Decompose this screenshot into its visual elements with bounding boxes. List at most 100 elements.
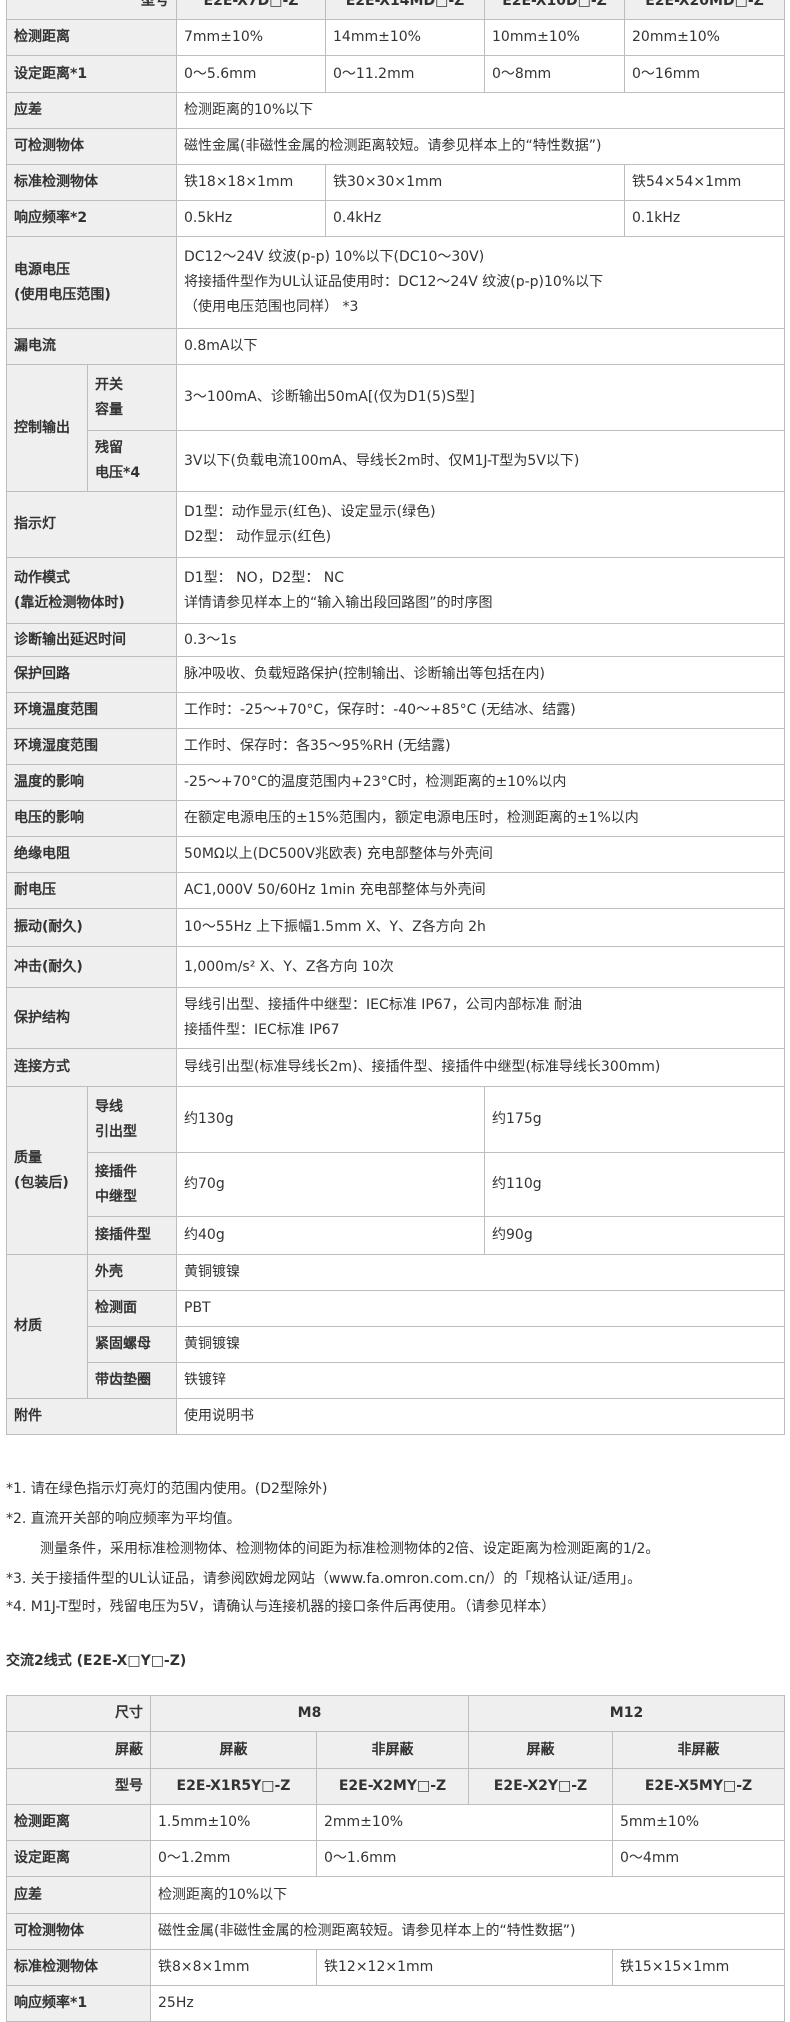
cell: 磁性金属(非磁性金属的检测距离较短。请参见样本上的“特性数据”) <box>149 1913 786 1950</box>
footnote: *4. M1J-T型时，残留电压为5V，请确认与连接机器的接口条件后再使用。（请… <box>6 1599 556 1615</box>
cell: 10～55Hz 上下振幅1.5mm X、Y、Z各方向 2h <box>176 908 785 947</box>
cell: 0～16mm <box>624 55 785 93</box>
cell: 5mm±10% <box>611 1804 786 1841</box>
cell: 约130g <box>176 1086 485 1153</box>
cell: 约40g <box>176 1216 485 1255</box>
cell: 黄铜镀镍 <box>176 1326 785 1363</box>
row-label: 应差 <box>6 1876 151 1914</box>
cell: 铁18×18×1mm <box>176 164 326 201</box>
header-cell: 屏蔽 <box>150 1731 317 1769</box>
cell: 0.1kHz <box>624 200 785 237</box>
section-title: 交流2线式 (E2E-X□Y□-Z) <box>6 1653 187 1669</box>
header-cell: 屏蔽 <box>468 1731 613 1769</box>
footnote: 测量条件，采用标准检测物体、检测物体的间距为标准检测物体的2倍、设定距离为检测距… <box>40 1541 660 1557</box>
header-cell: 非屏蔽 <box>316 1731 469 1769</box>
row-label: 保护回路 <box>6 656 177 693</box>
header-cell: E2E-X20MD□-Z <box>624 0 785 20</box>
cell: 约70g <box>176 1152 485 1217</box>
row-label: 漏电流 <box>6 328 177 365</box>
row-label: 控制输出 <box>6 364 88 492</box>
cell: 0.8mA以下 <box>176 328 785 365</box>
row-label: 附件 <box>6 1398 177 1435</box>
cell: 导线引出型、接插件中继型：IEC标准 IP67，公司内部标准 耐油 接插件型：I… <box>176 987 785 1049</box>
row-label: 外壳 <box>87 1254 177 1291</box>
cell: 铁15×15×1mm <box>611 1949 786 1986</box>
footnote: *2. 直流开关部的响应频率为平均值。 <box>6 1511 241 1527</box>
row-label: 紧固螺母 <box>87 1326 177 1363</box>
row-label: 应差 <box>6 92 177 129</box>
header-cell: 型号 <box>6 0 177 20</box>
cell: PBT <box>176 1290 785 1327</box>
row-label: 开关 容量 <box>87 364 177 431</box>
cell: 磁性金属(非磁性金属的检测距离较短。请参见样本上的“特性数据”) <box>176 128 785 165</box>
header-cell: 非屏蔽 <box>611 1731 786 1769</box>
row-label: 设定距离 <box>6 1840 151 1877</box>
row-label: 连接方式 <box>6 1048 177 1087</box>
cell: 0.3～1s <box>176 623 785 657</box>
cell: 20mm±10% <box>624 19 785 56</box>
row-label: 冲击(耐久) <box>6 946 177 988</box>
cell: 约90g <box>484 1216 785 1255</box>
row-label: 检测距离 <box>6 1804 151 1841</box>
row-label: 残留 电压*4 <box>87 430 177 492</box>
cell: 约110g <box>484 1152 785 1217</box>
row-label: 设定距离*1 <box>6 55 177 93</box>
cell: D1型：动作显示(红色)、设定显示(绿色) D2型： 动作显示(红色) <box>176 491 785 558</box>
row-label: 标准检测物体 <box>6 1949 151 1986</box>
cell: 3V以下(负载电流100mA、导线长2m时、仅M1J-T型为5V以下) <box>176 430 785 492</box>
cell: 2mm±10% <box>316 1804 613 1841</box>
spec-table-ac: 尺寸 M8 M12 屏蔽 屏蔽 非屏蔽 屏蔽 非屏蔽 型号 E2E-X1R5Y□-Z E2E-X… <box>6 1695 786 2022</box>
cell: 铁12×12×1mm <box>316 1949 613 1986</box>
cell: 使用说明书 <box>176 1398 785 1435</box>
row-label: 电压的影响 <box>6 800 177 837</box>
cell: 0～5.6mm <box>176 55 326 93</box>
cell: 25Hz <box>149 1985 786 2022</box>
cell: 0～8mm <box>484 55 625 93</box>
spec-table-dc: 型号 E2E-X7D□-Z E2E-X14MD□-Z E2E-X10D□-Z E2E-X… <box>6 0 785 1435</box>
cell: 0～4mm <box>611 1840 786 1877</box>
header-cell: E2E-X2MY□-Z <box>316 1768 469 1805</box>
cell: 工作时、保存时：各35～95%RH (无结露) <box>176 728 785 765</box>
cell: 工作时：-25～+70°C，保存时：-40～+85°C (无结冰、结露) <box>176 692 785 729</box>
cell: 铁30×30×1mm <box>325 164 625 201</box>
row-label: 指示灯 <box>6 491 177 558</box>
header-cell: 尺寸 <box>6 1695 151 1732</box>
row-label: 环境温度范围 <box>6 692 177 729</box>
header-cell: 屏蔽 <box>6 1731 151 1769</box>
header-cell: 型号 <box>6 1768 151 1805</box>
header-cell: E2E-X10D□-Z <box>484 0 625 20</box>
cell: 在额定电源电压的±15%范围内，额定电源电压时，检测距离的±1%以内 <box>176 800 785 837</box>
cell: 铁54×54×1mm <box>624 164 785 201</box>
cell: 0.5kHz <box>176 200 326 237</box>
cell: AC1,000V 50/60Hz 1min 充电部整体与外壳间 <box>176 872 785 909</box>
row-label: 环境湿度范围 <box>6 728 177 765</box>
footnote: *1. 请在绿色指示灯亮灯的范围内使用。(D2型除外) <box>6 1481 328 1497</box>
row-label: 耐电压 <box>6 872 177 909</box>
cell: 10mm±10% <box>484 19 625 56</box>
cell: 铁镀锌 <box>176 1362 785 1399</box>
header-cell: E2E-X14MD□-Z <box>325 0 485 20</box>
cell: 检测距离的10%以下 <box>176 92 785 129</box>
row-label: 响应频率*2 <box>6 200 177 237</box>
row-label: 诊断输出延迟时间 <box>6 623 177 657</box>
header-cell: M12 <box>467 1695 786 1732</box>
cell: 7mm±10% <box>176 19 326 56</box>
row-label: 振动(耐久) <box>6 908 177 947</box>
cell: 3～100mA、诊断输出50mA[(仅为D1(5)S型] <box>176 364 785 431</box>
header-cell: E2E-X7D□-Z <box>176 0 326 20</box>
cell: 铁8×8×1mm <box>150 1949 317 1986</box>
cell: 14mm±10% <box>325 19 485 56</box>
cell: 导线引出型(标准导线长2m)、接插件型、接插件中继型(标准导线长300mm) <box>176 1048 785 1087</box>
cell: DC12～24V 纹波(p-p) 10%以下(DC10～30V) 将接插件型作为… <box>176 236 785 329</box>
row-label: 温度的影响 <box>6 764 177 801</box>
header-cell: M8 <box>150 1695 469 1732</box>
cell: 0.4kHz <box>325 200 625 237</box>
cell: 1,000m/s² X、Y、Z各方向 10次 <box>176 946 785 988</box>
footnote: *3. 关于接插件型的UL认证品，请参阅欧姆龙网站（www.fa.omron.c… <box>6 1571 642 1587</box>
row-label: 可检测物体 <box>6 1913 151 1950</box>
row-label: 质量 (包装后) <box>6 1086 88 1255</box>
cell: 0～1.6mm <box>316 1840 613 1877</box>
cell: 1.5mm±10% <box>150 1804 317 1841</box>
row-label: 带齿垫圈 <box>87 1362 177 1399</box>
